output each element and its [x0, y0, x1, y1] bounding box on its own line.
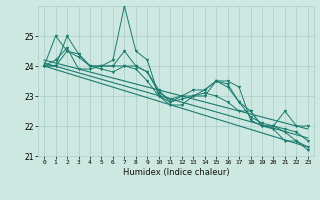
X-axis label: Humidex (Indice chaleur): Humidex (Indice chaleur): [123, 168, 229, 177]
